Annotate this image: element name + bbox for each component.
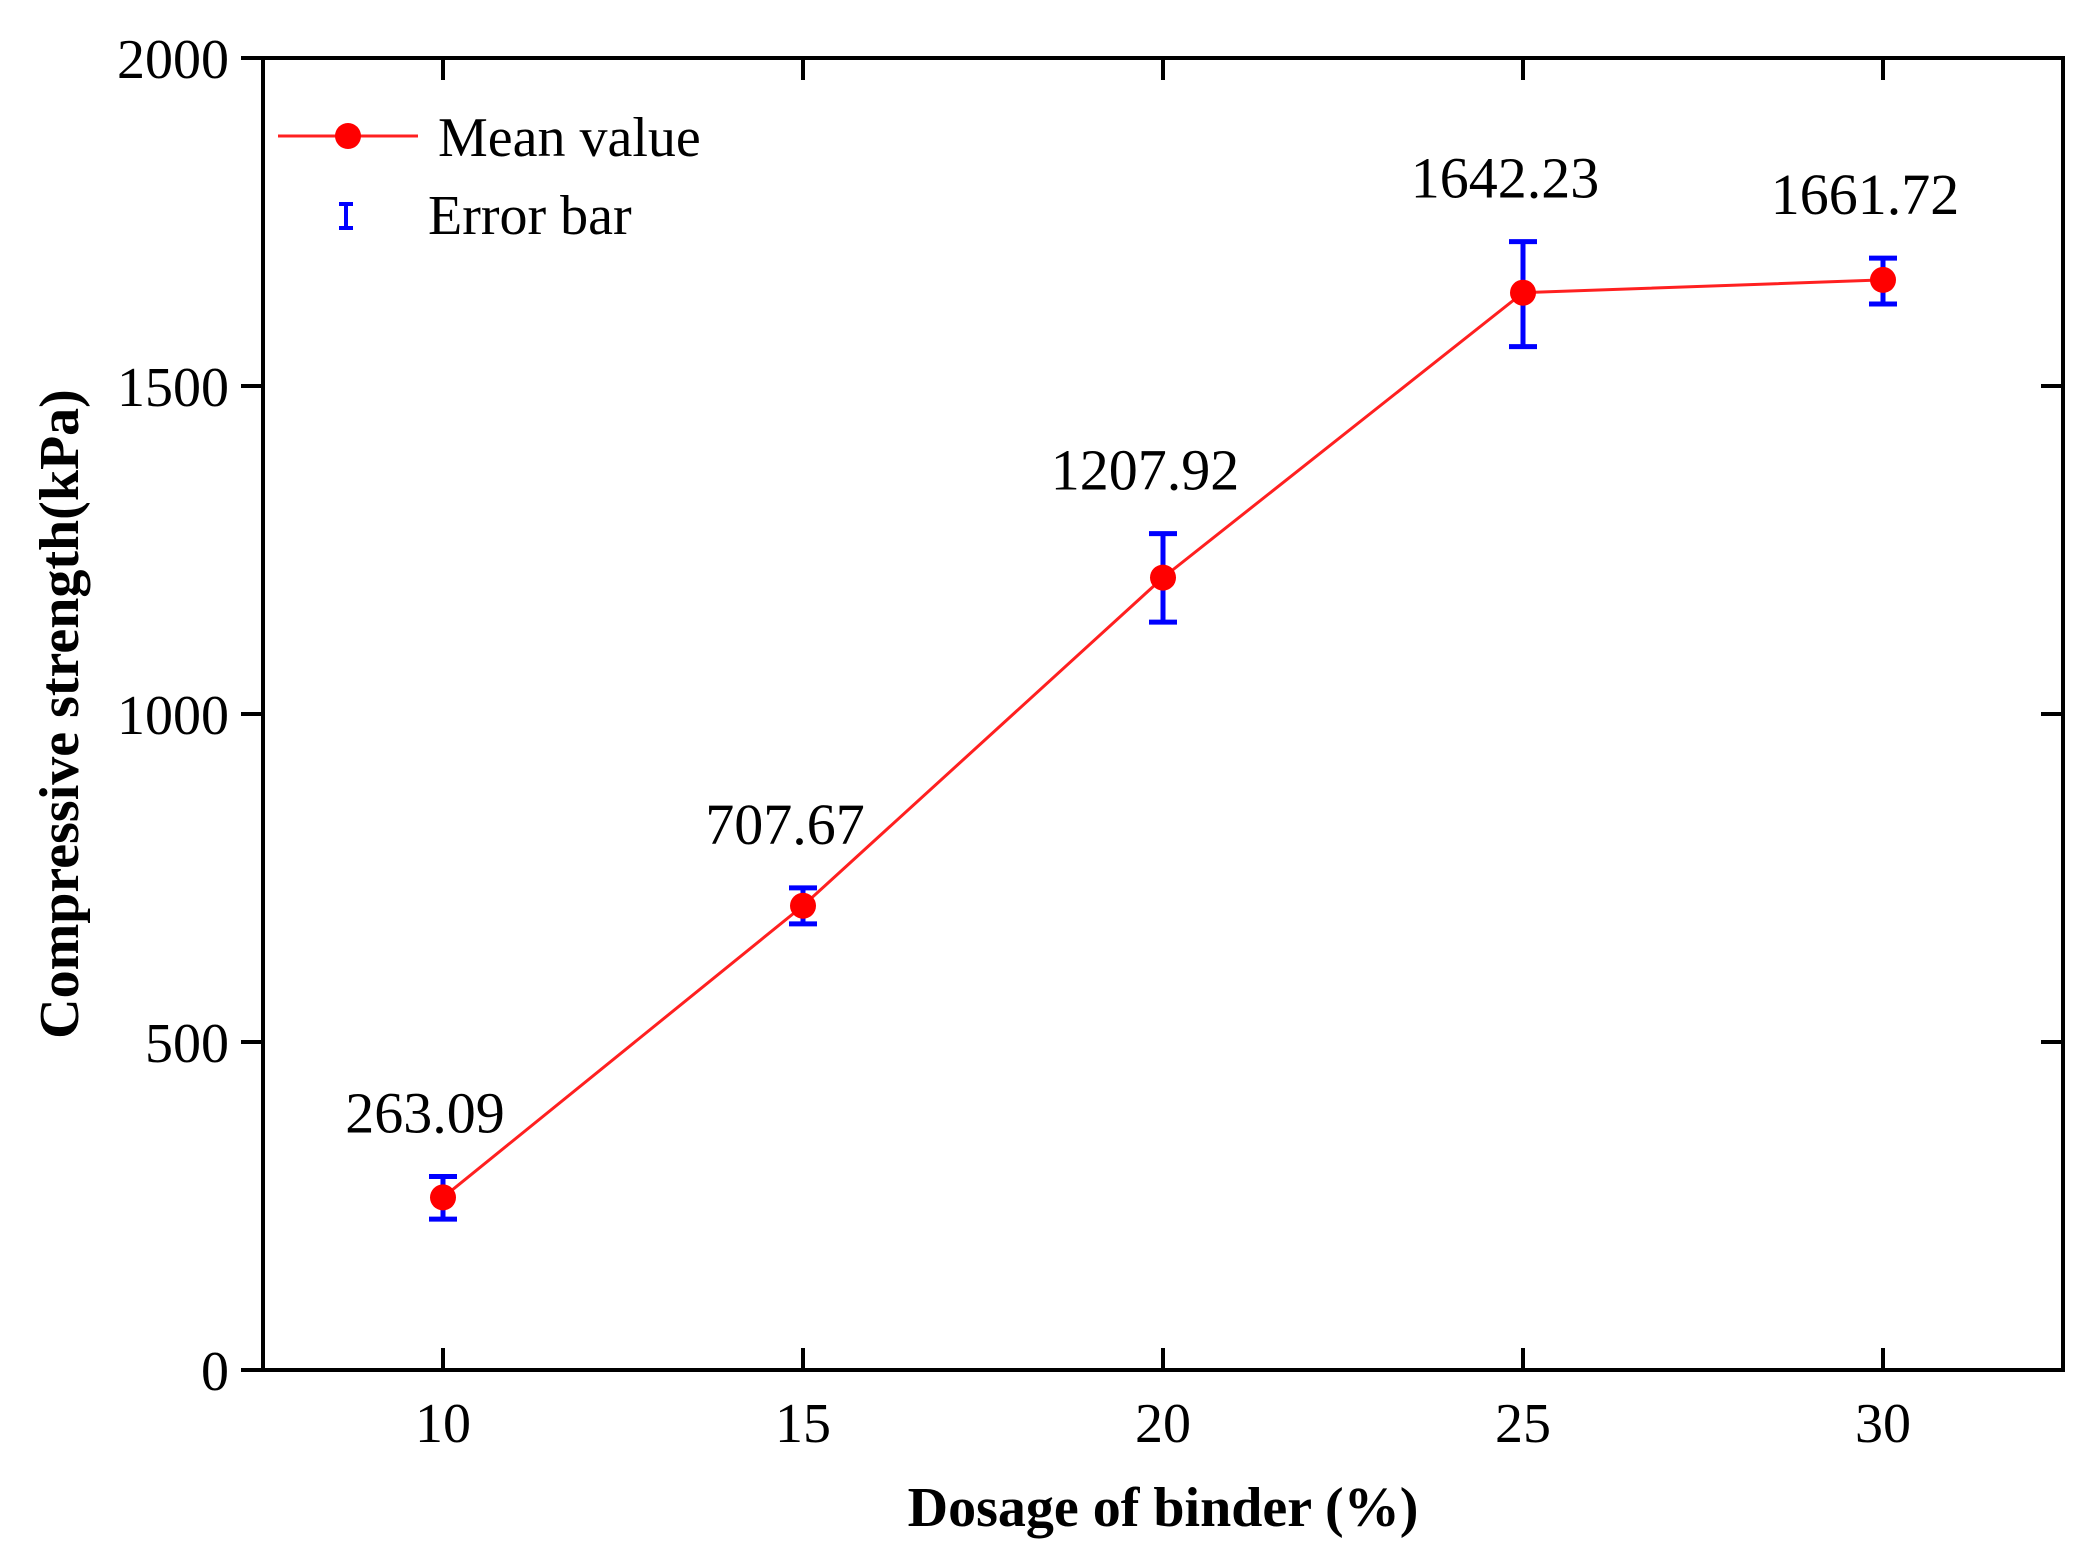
- data-value-label: 1642.23: [1411, 146, 1600, 211]
- data-point: [1870, 266, 1896, 293]
- x-tick-label: 25: [1495, 1393, 1551, 1455]
- data-value-label: 1207.92: [1051, 438, 1240, 503]
- y-axis-title: Compressive strength(kPa): [29, 389, 91, 1039]
- legend-error-swatch: [339, 202, 353, 230]
- data-point: [1510, 279, 1536, 306]
- legend: Mean value Error bar: [278, 107, 701, 247]
- legend-mean-label: Mean value: [438, 107, 701, 169]
- data-point: [430, 1184, 456, 1211]
- y-tick-label: 500: [145, 1013, 229, 1075]
- series-line: [442, 278, 1884, 1199]
- y-tick-label: 1000: [117, 685, 229, 747]
- legend-error-label: Error bar: [428, 185, 632, 247]
- series-layer: [429, 239, 1897, 1222]
- data-value-label: 707.67: [705, 792, 865, 857]
- data-point: [790, 892, 816, 919]
- data-value-label: 1661.72: [1771, 162, 1960, 227]
- plot-frame: [261, 56, 2065, 1372]
- x-tick-label: 30: [1855, 1393, 1911, 1455]
- legend-marker-swatch: [335, 123, 361, 149]
- data-value-label: 263.09: [345, 1080, 505, 1145]
- y-tick-label: 1500: [117, 357, 229, 419]
- x-axis-title: Dosage of binder (%): [908, 1477, 1419, 1539]
- y-tick-label: 2000: [117, 29, 229, 91]
- x-tick-label: 10: [415, 1393, 471, 1455]
- data-point: [1150, 564, 1176, 591]
- x-tick-label: 20: [1135, 1393, 1191, 1455]
- x-tick-label: 15: [775, 1393, 831, 1455]
- data-labels: 263.09 707.67 1207.92 1642.23 1661.72: [345, 146, 1959, 1146]
- axis-ticks: 10 15 20 25 30 0 500 1000 1500 2000: [117, 29, 2063, 1455]
- y-tick-label: 0: [201, 1341, 229, 1403]
